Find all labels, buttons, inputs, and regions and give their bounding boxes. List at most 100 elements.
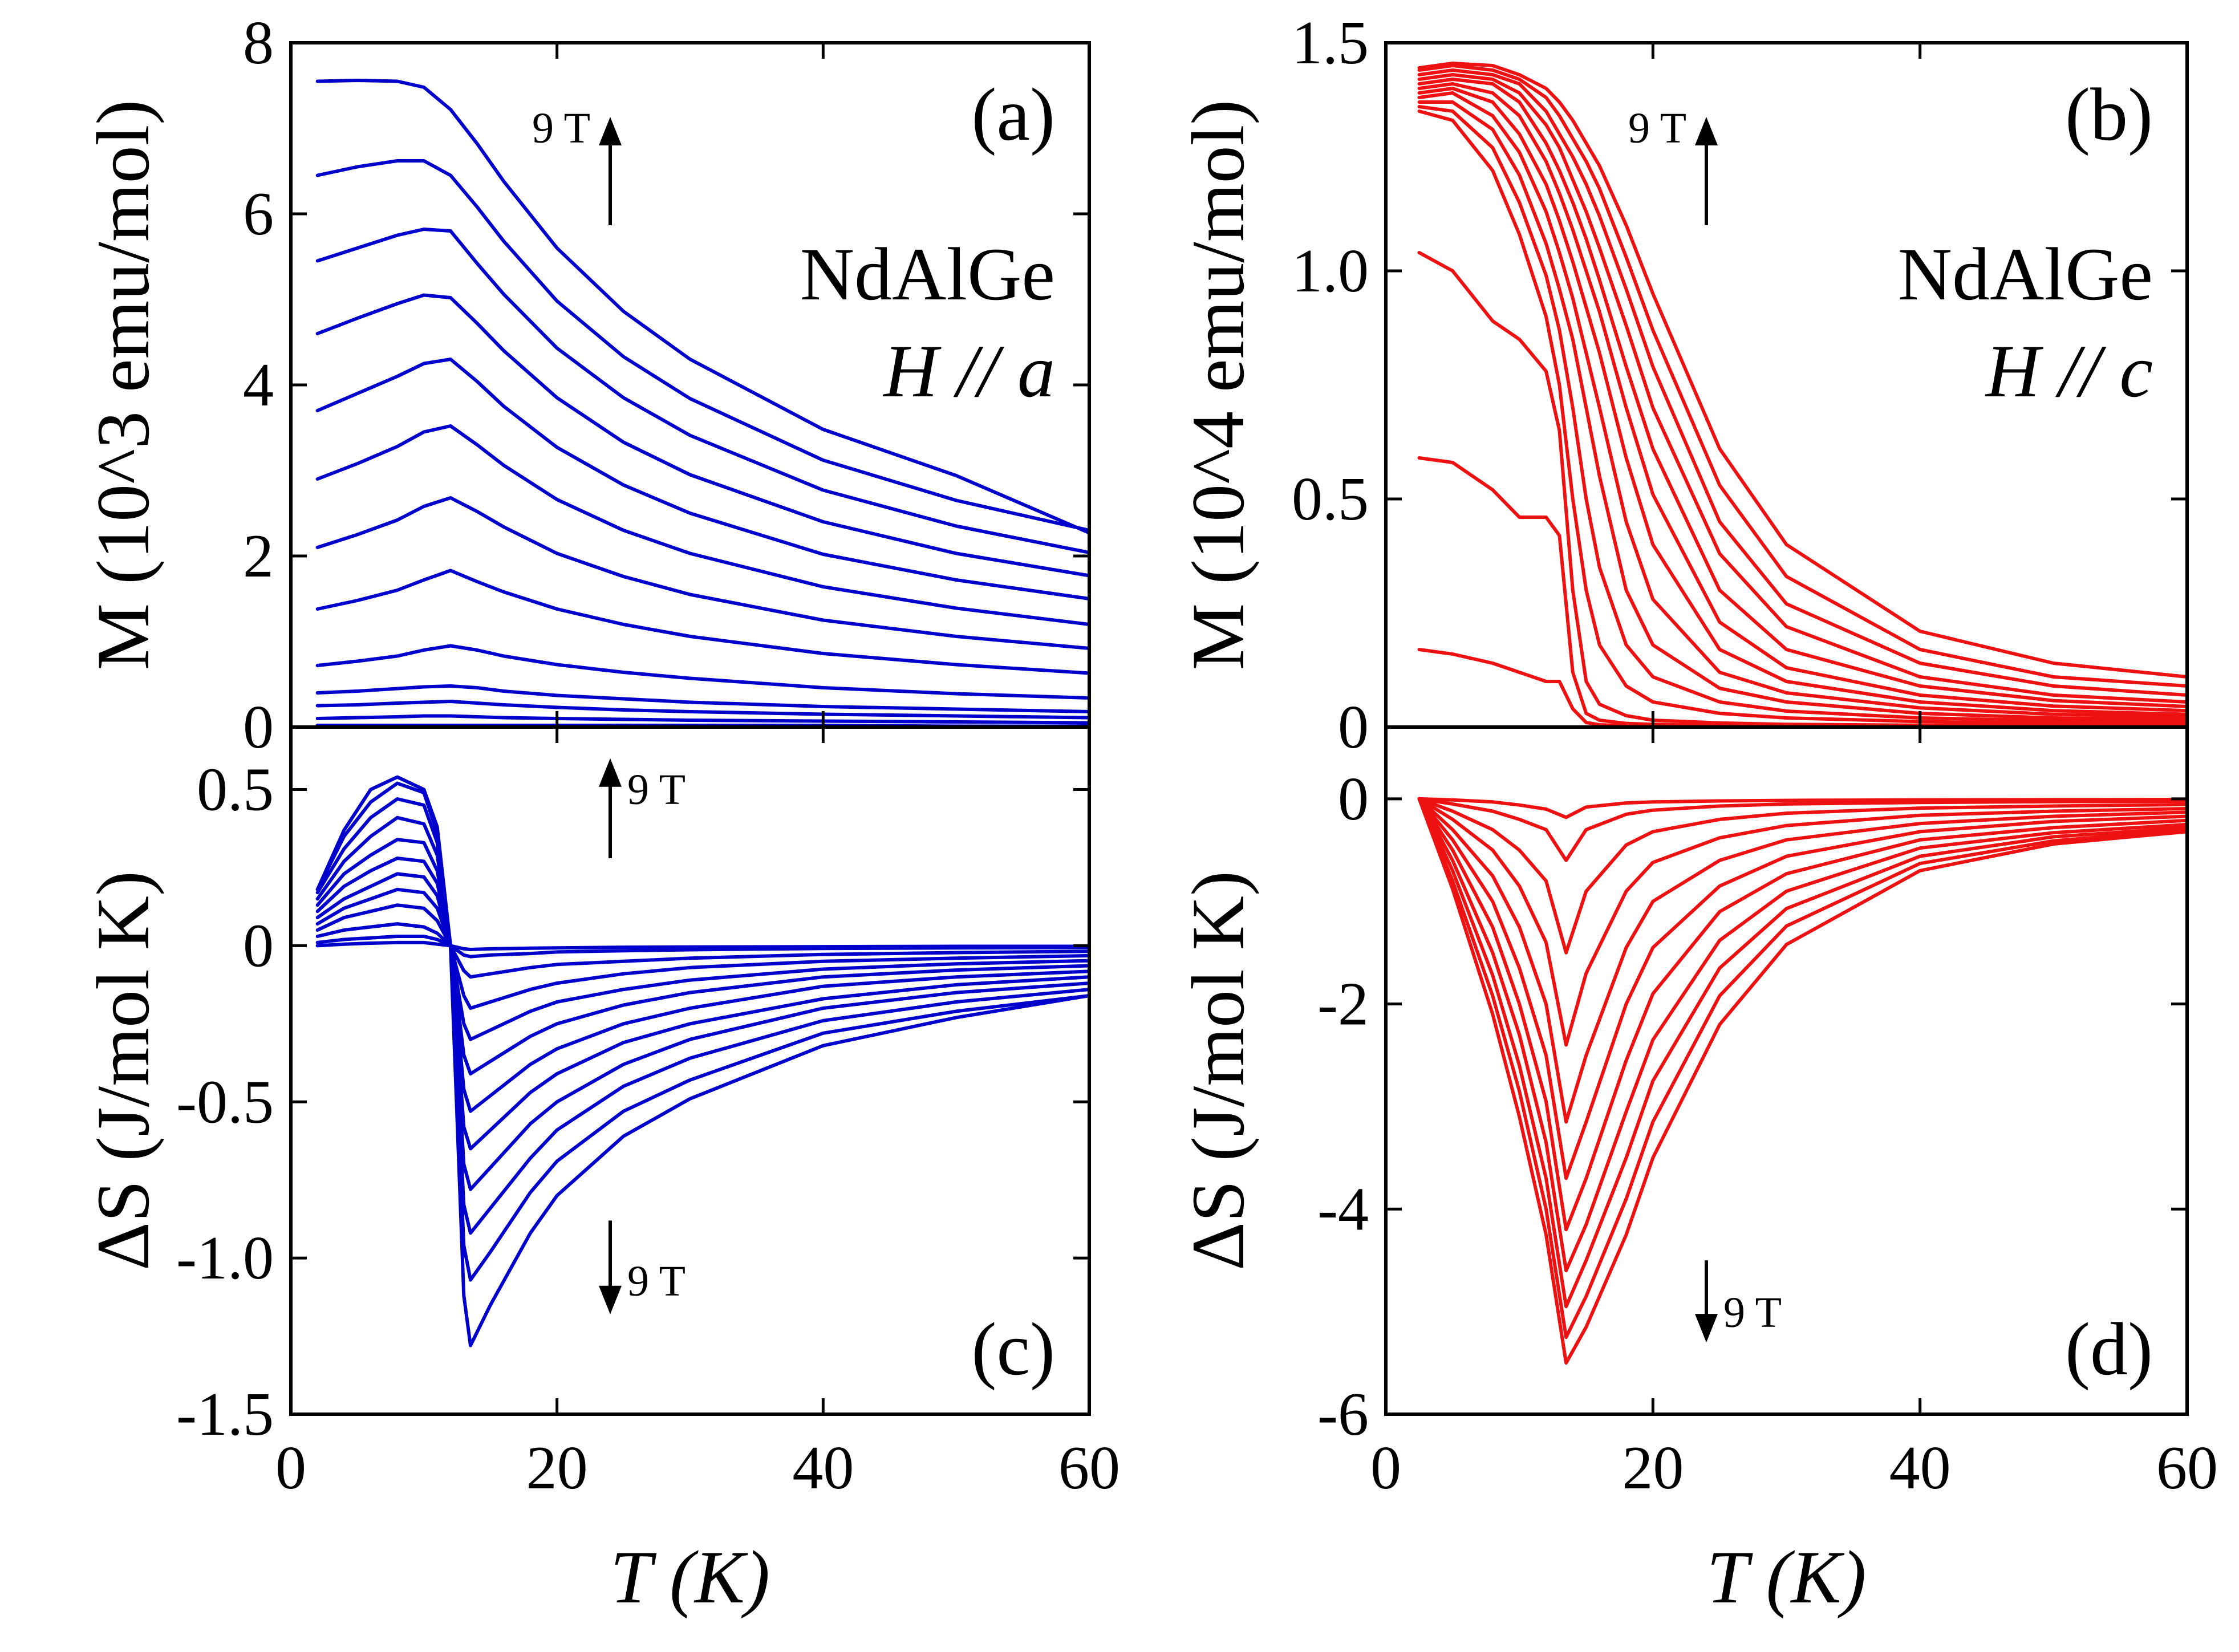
panel-a-curve-10 bbox=[315, 293, 1091, 578]
panel-c-curve-9 bbox=[315, 815, 1091, 1191]
panel-c-x-tick-label: 20 bbox=[526, 1434, 588, 1502]
panel-a-curve-5 bbox=[315, 644, 1091, 700]
panel-c-y-tick-label: -1.5 bbox=[176, 1381, 274, 1448]
panel-d-x-tick-label: 0 bbox=[1370, 1434, 1401, 1502]
panel-d-x-tick-label: 20 bbox=[1622, 1434, 1684, 1502]
panel-c-curve-7 bbox=[315, 857, 1091, 1113]
panel-b-material: NdAlGe bbox=[1898, 232, 2153, 316]
arrow-head-icon bbox=[1695, 1314, 1718, 1343]
panel-b-y-tick-label: 1.0 bbox=[1292, 237, 1369, 305]
panel-c-curve-8 bbox=[315, 838, 1091, 1151]
panel-d-curve-5 bbox=[1417, 797, 2189, 1124]
panel-b-curve-8 bbox=[1417, 87, 2189, 716]
panel-d-frame bbox=[1384, 725, 2189, 1416]
panel-a-magnetization-h-parallel-a: 0 2 4 6 8 M (10^3 emu/mol) (a) NdAlGe H // a 9 T bbox=[81, 9, 1091, 761]
panel-c-y-tick-label: -0.5 bbox=[176, 1068, 274, 1136]
panel-a-curve-8 bbox=[315, 424, 1091, 626]
panel-d-curve-7 bbox=[1417, 797, 2189, 1232]
field-arrow-label: 9 T bbox=[627, 1257, 686, 1305]
panel-d-y-tick-label: 0 bbox=[1338, 765, 1369, 833]
panel-b-y-axis-label: M (10^4 emu/mol) bbox=[1176, 100, 1260, 671]
panel-c-x-tick-label: 0 bbox=[275, 1434, 306, 1502]
arrow-head-icon bbox=[1695, 117, 1718, 145]
panel-d-y-tick-label: -6 bbox=[1317, 1381, 1369, 1448]
panel-a-y-axis-label: M (10^3 emu/mol) bbox=[81, 100, 165, 671]
panel-c-curve-3 bbox=[315, 922, 1091, 979]
panel-b-curve-11 bbox=[1417, 73, 2189, 704]
panel-a-y-tick-label: 0 bbox=[243, 693, 274, 761]
field-arrow-label: 9 T bbox=[532, 104, 590, 152]
panel-c-curve-4 bbox=[315, 903, 1091, 1010]
panel-c-y-tick-label: -1.0 bbox=[176, 1224, 274, 1292]
panel-d-y-tick-label: -4 bbox=[1317, 1175, 1369, 1243]
panel-c-y-tick-label: 0 bbox=[243, 912, 274, 980]
panel-d-curve-6 bbox=[1417, 797, 2189, 1180]
panel-a-curve-11 bbox=[315, 228, 1091, 554]
panel-d-y-axis-label: ΔS (J/mol K) bbox=[1176, 871, 1260, 1271]
panel-c-x-tick-label: 60 bbox=[1058, 1434, 1120, 1502]
panel-c-curve-5 bbox=[315, 887, 1091, 1041]
panel-c-frame bbox=[289, 725, 1091, 1416]
panel-b-curve-9 bbox=[1417, 82, 2189, 713]
panel-c-curve-10 bbox=[315, 797, 1091, 1235]
panel-a-curve-9 bbox=[315, 358, 1091, 600]
panel-d-curve-3 bbox=[1417, 797, 2189, 955]
panel-c-y-tick-label: 0.5 bbox=[197, 756, 274, 824]
panel-b-y-tick-label: 1.5 bbox=[1292, 9, 1369, 77]
panel-d-label: (d) bbox=[2065, 1307, 2153, 1391]
panel-d-curve-2 bbox=[1417, 797, 2189, 862]
panel-a-curve-12 bbox=[315, 159, 1091, 532]
panel-b-label: (b) bbox=[2065, 72, 2153, 156]
panel-c-curve-12 bbox=[315, 775, 1091, 1347]
panel-d-x-tick-label: 40 bbox=[1889, 1434, 1951, 1502]
panel-b-curve-4 bbox=[1417, 109, 2189, 726]
panel-b-y-tick-label: 0 bbox=[1338, 693, 1369, 761]
panel-a-material: NdAlGe bbox=[800, 232, 1055, 316]
panel-d-x-tick-label: 60 bbox=[2156, 1434, 2218, 1502]
panel-d-y-tick-label: -2 bbox=[1317, 971, 1369, 1038]
panel-c-entropy-change-h-parallel-a: -1.5 -1.0 -0.5 0 0.5 0 20 40 60 T (K) ΔS (J/mol K)… bbox=[81, 725, 1120, 1619]
panel-a-field-direction: H // a bbox=[882, 329, 1055, 413]
panel-d-curve-9 bbox=[1417, 797, 2189, 1309]
panel-d-x-axis-label: T (K) bbox=[1707, 1535, 1867, 1619]
panel-c-curve-1 bbox=[315, 940, 1091, 951]
panel-b-curve-10 bbox=[1417, 78, 2189, 708]
panel-c-label: (c) bbox=[971, 1307, 1055, 1391]
panel-d-curve-10 bbox=[1417, 797, 2189, 1340]
panel-b-curve-5 bbox=[1417, 105, 2189, 724]
panel-b-y-tick-label: 0.5 bbox=[1292, 465, 1369, 533]
panel-d-curve-11 bbox=[1417, 797, 2189, 1365]
panel-a-curve-7 bbox=[315, 496, 1091, 650]
panel-c-y-axis-label: ΔS (J/mol K) bbox=[81, 871, 165, 1271]
panel-b-curve-12 bbox=[1417, 68, 2189, 697]
panel-b-curve-3 bbox=[1417, 251, 2189, 728]
panel-b-curve-13 bbox=[1417, 64, 2189, 688]
panel-b-magnetization-h-parallel-c: 0 0.5 1.0 1.5 M (10^4 emu/mol) (b) NdAlGe H // … bbox=[1176, 9, 2189, 761]
panel-b-curve-14 bbox=[1417, 62, 2189, 679]
panel-c-curve-11 bbox=[315, 781, 1091, 1282]
panel-a-y-tick-label: 4 bbox=[243, 351, 274, 419]
panel-c-x-axis-label: T (K) bbox=[610, 1535, 770, 1619]
panel-c-curve-2 bbox=[315, 935, 1091, 959]
panel-b-curve-6 bbox=[1417, 100, 2189, 722]
panel-c-curve-6 bbox=[315, 872, 1091, 1075]
panel-a-label: (a) bbox=[971, 72, 1055, 156]
panel-a-y-tick-label: 2 bbox=[243, 522, 274, 590]
panel-a-curve-13 bbox=[315, 79, 1091, 535]
panel-a-curve-6 bbox=[315, 569, 1091, 675]
panel-b-curve-7 bbox=[1417, 91, 2189, 719]
panel-a-curve-4 bbox=[315, 684, 1091, 713]
panel-a-y-tick-label: 6 bbox=[243, 180, 274, 248]
field-arrow-label-top: 9 T bbox=[627, 766, 686, 814]
arrow-head-icon bbox=[599, 117, 622, 145]
panel-c-x-tick-label: 40 bbox=[792, 1434, 854, 1502]
panel-d-curve-4 bbox=[1417, 797, 2189, 1047]
field-arrow-label: 9 T bbox=[1628, 104, 1686, 152]
arrow-head-icon bbox=[599, 758, 622, 787]
panel-d-curve-1 bbox=[1417, 797, 2189, 819]
panel-d-entropy-change-h-parallel-c: -6 -4 -2 0 0 20 40 60 T (K) ΔS (J/mol K) (d) 9 T bbox=[1176, 725, 2218, 1619]
arrow-head-icon bbox=[599, 1285, 622, 1314]
panel-b-field-direction: H // c bbox=[1985, 329, 2153, 413]
field-arrow-label: 9 T bbox=[1723, 1289, 1782, 1337]
